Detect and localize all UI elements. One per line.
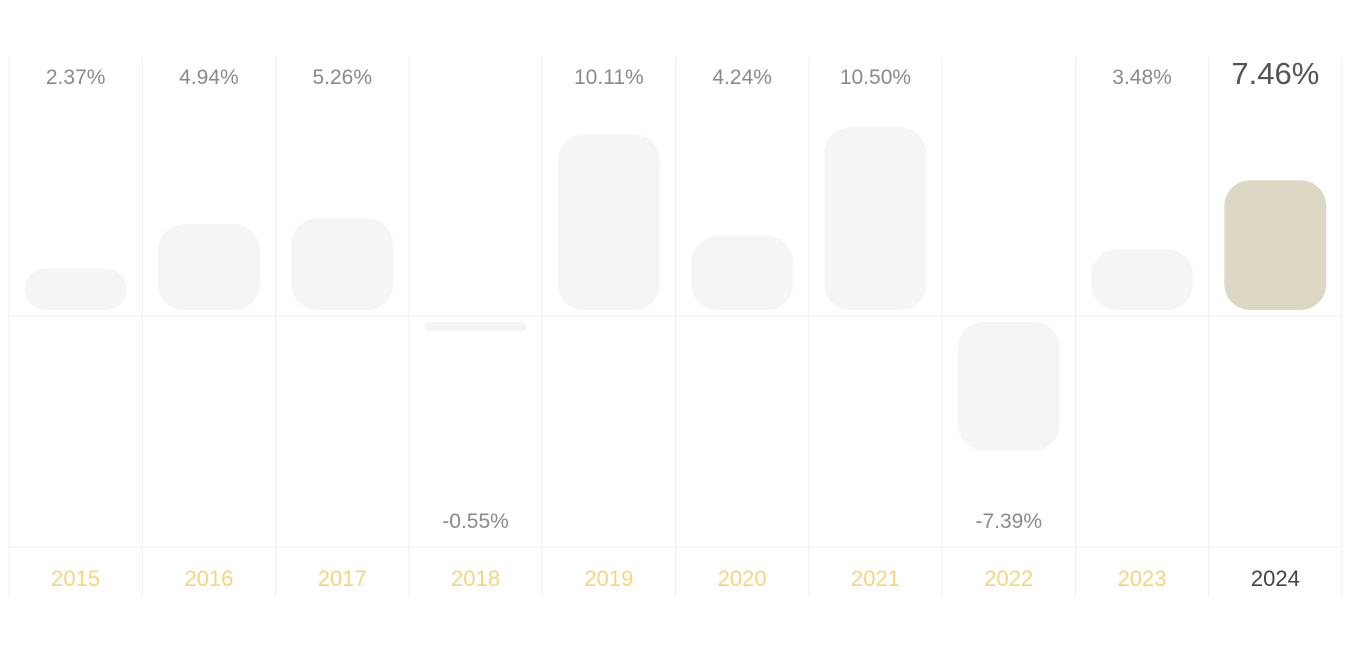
value-label-2021: 10.50% (840, 66, 911, 89)
value-label-2024: 7.46% (1231, 56, 1319, 91)
value-labels: 2.37% 4.94% 5.26% -0.55% 10.11% 4.24% 10.50% -7… (46, 56, 1319, 533)
grid (8, 57, 1343, 597)
bar-2019[interactable] (557, 134, 660, 310)
bar-2016[interactable] (157, 224, 260, 310)
year-label-2015[interactable]: 2015 (51, 566, 100, 591)
bar-2018[interactable] (424, 322, 527, 332)
bar-2024[interactable] (1224, 180, 1327, 310)
bars (24, 127, 1327, 451)
value-label-2023: 3.48% (1112, 66, 1172, 89)
year-label-2019[interactable]: 2019 (584, 566, 633, 591)
year-labels: 2015 2016 2017 2018 2019 2020 2021 2022 2023 2024 (51, 566, 1300, 591)
value-label-2019: 10.11% (574, 66, 644, 89)
year-label-2021[interactable]: 2021 (851, 566, 900, 591)
value-label-2017: 5.26% (312, 66, 372, 89)
bar-2017[interactable] (291, 218, 394, 310)
bar-2020[interactable] (691, 236, 794, 310)
year-label-2016[interactable]: 2016 (184, 566, 233, 591)
value-label-2022: -7.39% (975, 510, 1042, 533)
value-label-2016: 4.94% (179, 66, 239, 89)
year-label-2023[interactable]: 2023 (1118, 566, 1167, 591)
year-label-2017[interactable]: 2017 (318, 566, 367, 591)
value-label-2015: 2.37% (46, 66, 106, 89)
value-label-2018: -0.55% (442, 510, 509, 533)
bar-2021[interactable] (824, 127, 927, 310)
bar-2022[interactable] (957, 322, 1060, 451)
year-label-2018[interactable]: 2018 (451, 566, 500, 591)
bar-2015[interactable] (24, 268, 127, 310)
year-label-2022[interactable]: 2022 (984, 566, 1033, 591)
bar-2023[interactable] (1091, 249, 1194, 310)
year-label-2024[interactable]: 2024 (1251, 566, 1300, 591)
value-label-2020: 4.24% (712, 66, 772, 89)
year-label-2020[interactable]: 2020 (718, 566, 767, 591)
